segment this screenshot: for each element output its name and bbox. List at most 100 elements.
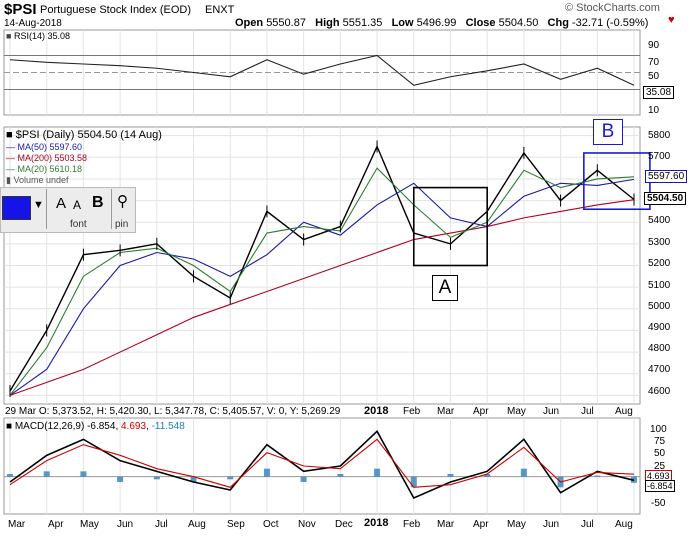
x-axis-month: Mar bbox=[8, 519, 26, 530]
price-line bbox=[9, 144, 635, 392]
close-value-tag: 5504.50 bbox=[644, 192, 687, 205]
x-axis-month: Apr bbox=[473, 519, 489, 530]
pin-icon[interactable]: ⚲ bbox=[117, 193, 128, 210]
price-tick: 5800 bbox=[648, 130, 671, 141]
macd-tick: 50 bbox=[654, 448, 666, 459]
x-axis-month: Nov bbox=[298, 519, 316, 530]
annotation-box-a bbox=[412, 186, 488, 267]
ma200-line bbox=[9, 199, 635, 396]
mid-axis-year: 2018 bbox=[364, 405, 389, 417]
macd-histogram-bar bbox=[43, 471, 50, 477]
toolbar-divider bbox=[46, 189, 47, 229]
ma50-value-tag: 5597.60 bbox=[645, 170, 688, 183]
crosshair-ohlc-readout: 29 Mar O: 5,373.52, H: 5,420.30, L: 5,34… bbox=[5, 406, 341, 417]
macd-histogram-bar bbox=[227, 476, 234, 480]
x-axis-month: Jul bbox=[581, 519, 594, 530]
font-increase-button[interactable]: A bbox=[56, 195, 67, 212]
pin-label: pin bbox=[115, 219, 129, 230]
macd-histogram-bar bbox=[190, 476, 197, 482]
rsi-tick: 10 bbox=[648, 105, 660, 116]
brand-logo: © StockCharts.com bbox=[565, 2, 660, 14]
macd-histogram-bar bbox=[80, 471, 87, 477]
mid-axis-month: Jul bbox=[581, 406, 594, 417]
symbol: $PSI bbox=[4, 1, 37, 18]
x-axis-year: 2018 bbox=[364, 517, 389, 529]
mid-axis-month: Mar bbox=[437, 406, 455, 417]
macd-panel-frame bbox=[3, 417, 641, 515]
index-name: Portuguese Stock Index (EOD) bbox=[40, 4, 192, 16]
x-axis-month: Mar bbox=[437, 519, 455, 530]
macd-tick: -50 bbox=[651, 498, 666, 509]
price-tick: 4700 bbox=[648, 364, 671, 375]
macd-label: ■ MACD(12,26,9) -6.854, 4.693, -11.548 bbox=[6, 421, 185, 432]
x-axis-month: Jul bbox=[155, 519, 168, 530]
price-tick: 5700 bbox=[648, 151, 671, 162]
legend-ma20: — MA(20) 5610.18 bbox=[6, 164, 83, 174]
macd-histogram-bar bbox=[374, 468, 381, 477]
macd-histogram-bar bbox=[520, 468, 527, 477]
mid-axis-month: Jun bbox=[543, 406, 560, 417]
exchange: ENXT bbox=[205, 4, 235, 16]
legend-ma200: — MA(200) 5503.58 bbox=[6, 153, 88, 163]
macd-line bbox=[9, 430, 635, 500]
chart-date: 14-Aug-2018 bbox=[4, 18, 62, 29]
mid-axis-month: Feb bbox=[403, 406, 421, 417]
macd-histogram-bar bbox=[7, 474, 13, 477]
x-axis-month: Jun bbox=[117, 519, 134, 530]
annotation-label-b[interactable]: B bbox=[593, 119, 623, 145]
macd-histogram-bar bbox=[447, 474, 454, 477]
color-swatch[interactable] bbox=[2, 196, 31, 220]
mid-axis-month: Aug bbox=[615, 406, 633, 417]
price-tick: 5400 bbox=[648, 215, 671, 226]
macd-histogram-bar bbox=[263, 468, 270, 477]
annotation-label-a[interactable]: A bbox=[432, 275, 458, 301]
x-axis-month: Dec bbox=[335, 519, 353, 530]
rsi-tick: 50 bbox=[648, 71, 660, 82]
macd-tick: 75 bbox=[654, 436, 666, 447]
rsi-value-tag: 35.08 bbox=[643, 86, 675, 99]
x-axis-month: Apr bbox=[48, 519, 64, 530]
macd-value-tag: -6.854 bbox=[645, 480, 675, 492]
rsi-tick: 90 bbox=[648, 40, 660, 51]
legend-ma50: — MA(50) 5597.60 bbox=[6, 142, 83, 152]
x-axis-month: Feb bbox=[403, 519, 421, 530]
price-tick: 5300 bbox=[648, 237, 671, 248]
macd-histogram-bar bbox=[153, 476, 160, 480]
font-decrease-button[interactable]: A bbox=[73, 198, 82, 212]
rsi-tick: 70 bbox=[648, 57, 660, 68]
price-tick: 5200 bbox=[648, 258, 671, 269]
x-axis-month: Aug bbox=[615, 519, 633, 530]
x-axis-month: Oct bbox=[263, 519, 279, 530]
macd-histogram-bar bbox=[337, 474, 344, 477]
toolbar-divider bbox=[111, 189, 112, 229]
legend-volume: ▮ Volume undef bbox=[6, 175, 69, 185]
rsi-label: ■ RSI(14) 35.08 bbox=[6, 31, 70, 41]
price-tick: 5000 bbox=[648, 301, 671, 312]
x-axis-month: Sep bbox=[227, 519, 245, 530]
price-label: ■ $PSI (Daily) 5504.50 (14 Aug) bbox=[6, 129, 162, 141]
macd-signal-line bbox=[9, 438, 635, 488]
font-group-label: font bbox=[70, 219, 87, 230]
price-tick: 4600 bbox=[648, 386, 671, 397]
macd-tick: 100 bbox=[650, 424, 667, 435]
macd-histogram-bar bbox=[484, 474, 491, 477]
macd-histogram-bar bbox=[594, 475, 601, 477]
mid-axis-month: May bbox=[507, 406, 526, 417]
price-tick: 4800 bbox=[648, 343, 671, 354]
macd-tick: 25 bbox=[654, 461, 666, 472]
color-dropdown-icon[interactable]: ▼ bbox=[33, 199, 44, 211]
rsi-line bbox=[9, 54, 635, 86]
close-chart-icon[interactable]: ♥ bbox=[668, 14, 675, 26]
macd-histogram-bar bbox=[410, 476, 417, 488]
ma20-line bbox=[9, 167, 635, 396]
macd-histogram-bar bbox=[117, 476, 124, 482]
x-axis-month: May bbox=[507, 519, 526, 530]
price-tick: 5100 bbox=[648, 280, 671, 291]
x-axis-month: Jun bbox=[543, 519, 560, 530]
x-axis-month: Aug bbox=[188, 519, 206, 530]
bold-button[interactable]: B bbox=[92, 194, 104, 211]
mid-axis-month: Apr bbox=[473, 406, 489, 417]
x-axis-month: May bbox=[80, 519, 99, 530]
macd-histogram-bar bbox=[300, 476, 307, 482]
